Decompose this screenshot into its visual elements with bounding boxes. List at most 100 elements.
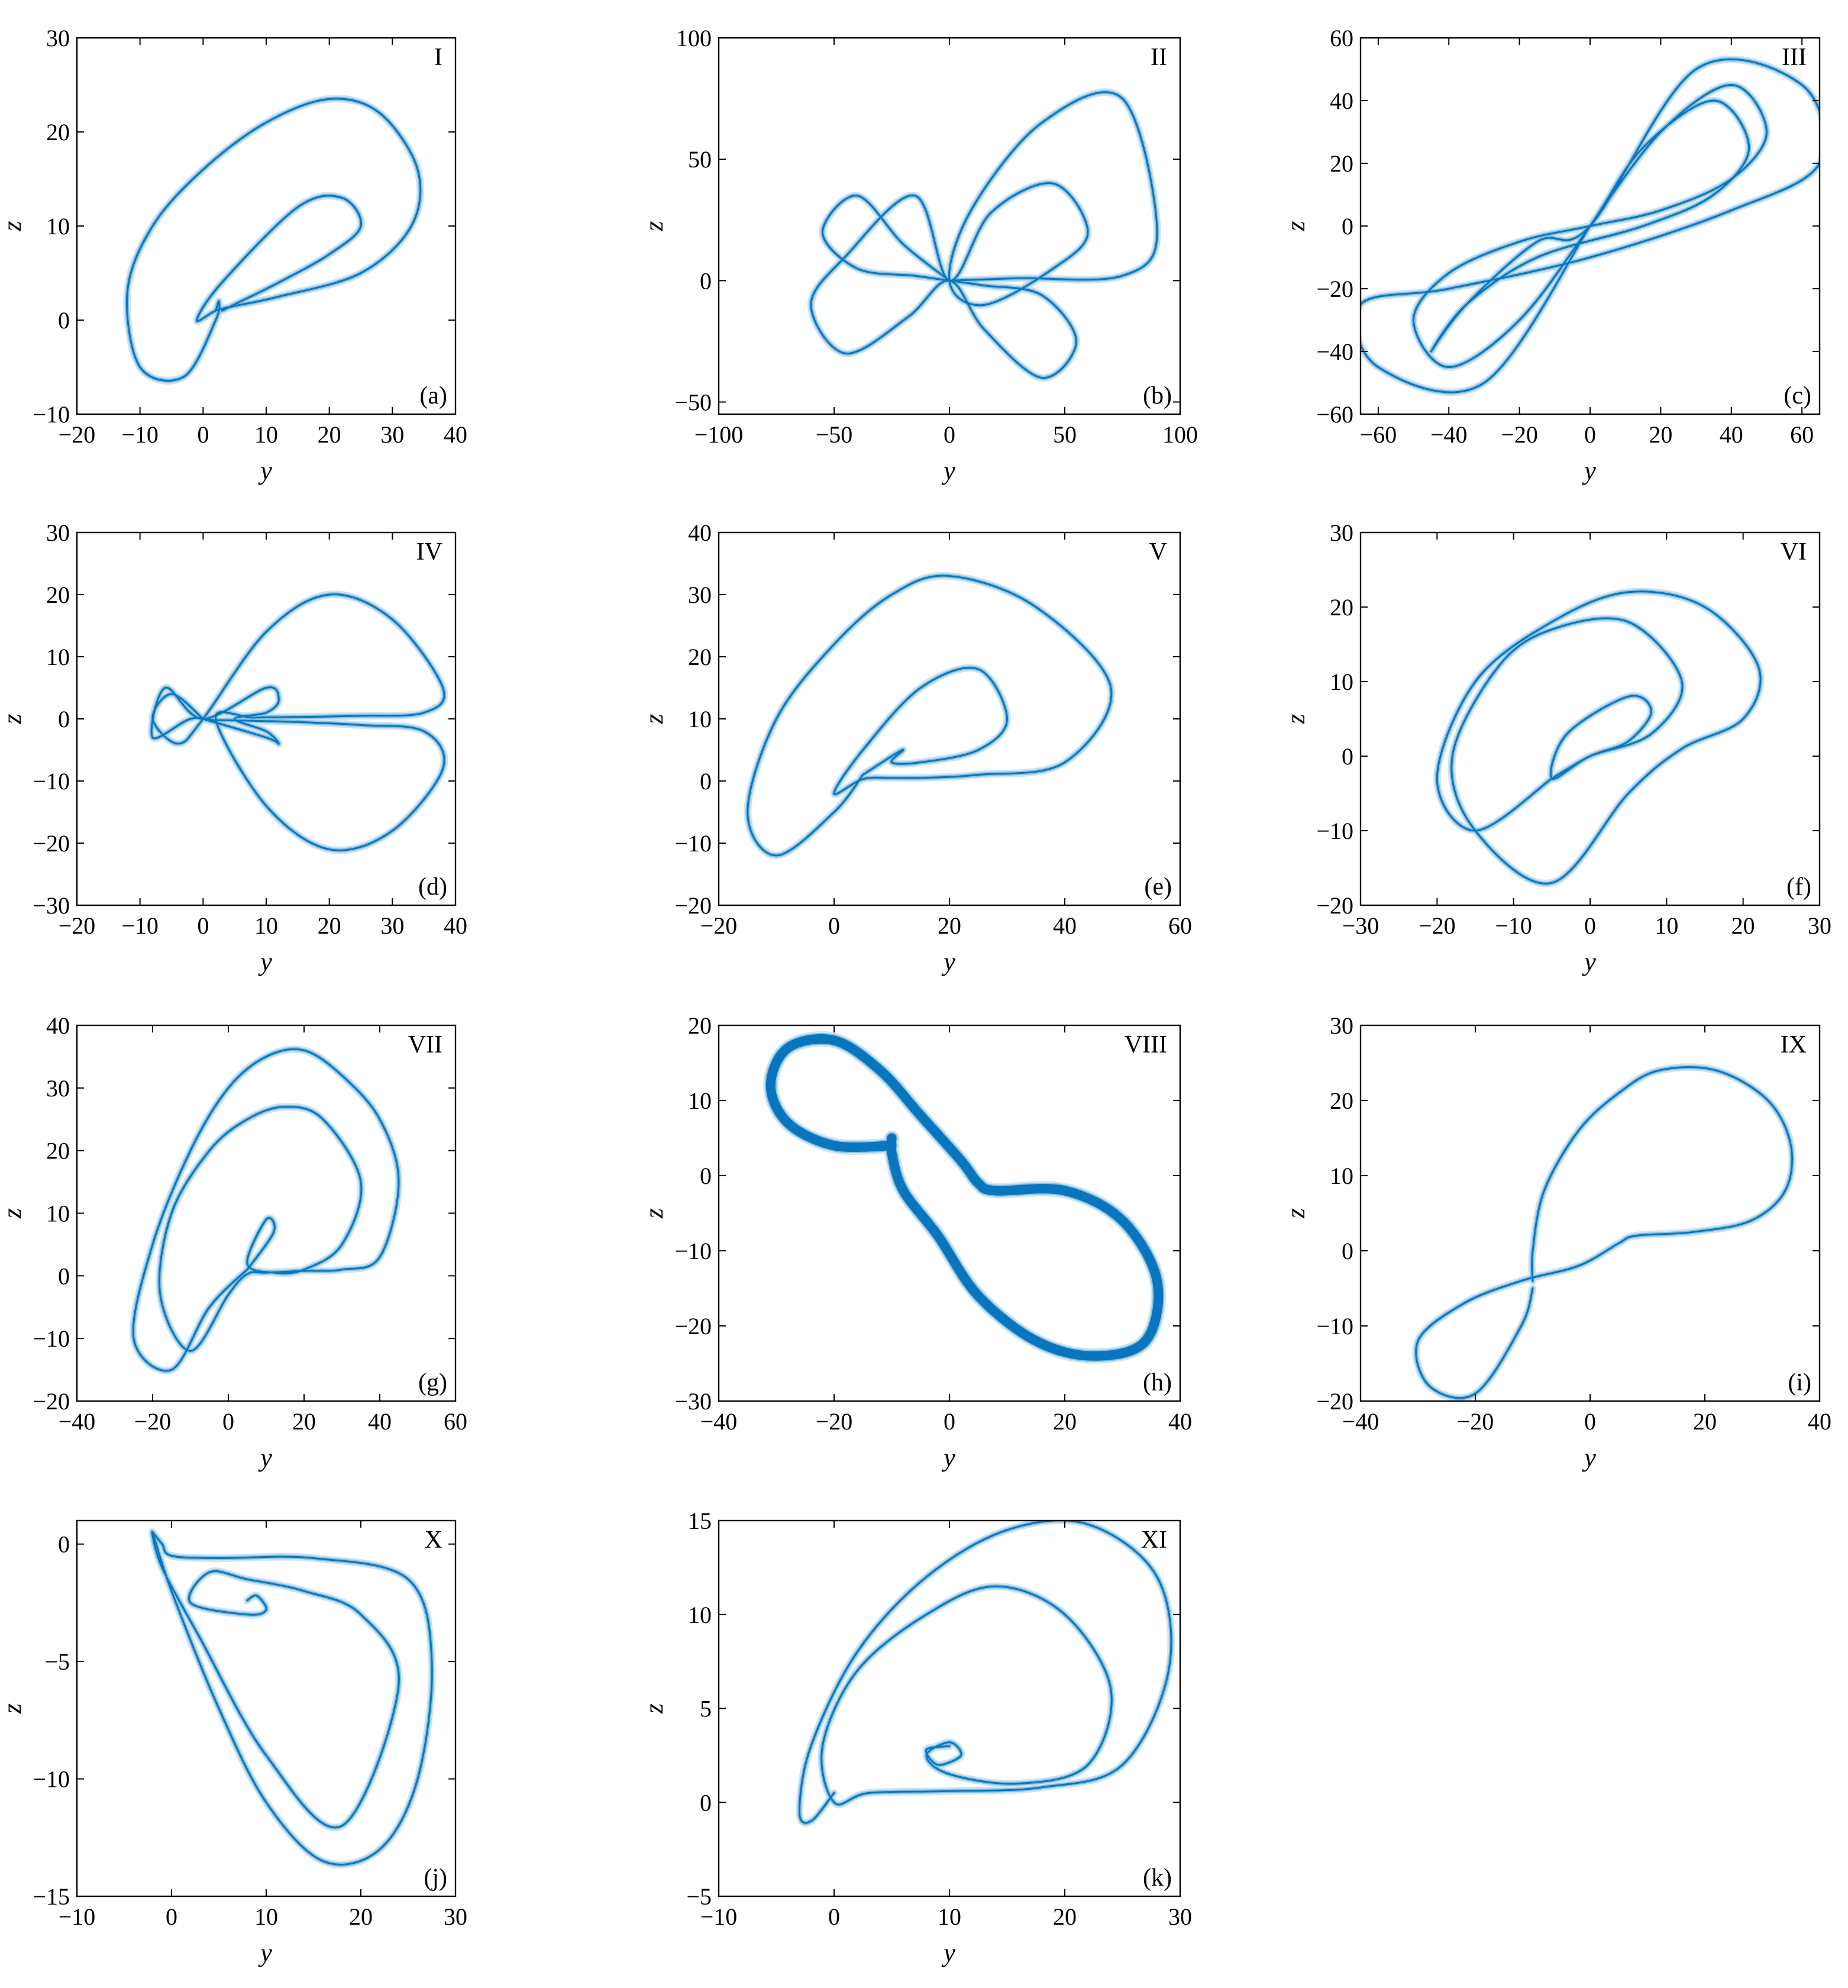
x-tick-label: 20 — [1731, 912, 1755, 939]
x-axis-label: y — [941, 456, 955, 485]
x-tick-label: 10 — [254, 1903, 278, 1930]
y-tick-label: −20 — [33, 1388, 70, 1415]
y-tick-label: −10 — [33, 768, 70, 795]
y-tick-label: 0 — [58, 1531, 70, 1558]
panel-roman-label: VI — [1781, 538, 1807, 566]
x-axis-label: y — [1582, 1443, 1596, 1472]
y-tick-label: 10 — [46, 1200, 70, 1227]
y-tick-label: 0 — [58, 1263, 70, 1289]
x-tick-label: 20 — [1053, 1408, 1077, 1435]
trajectory-line — [1433, 588, 1765, 888]
x-tick-label: 100 — [1162, 421, 1198, 448]
x-tick-label: 30 — [1808, 912, 1831, 939]
y-tick-label: 20 — [46, 119, 70, 146]
trajectory — [1433, 588, 1765, 888]
x-tick-label: 10 — [254, 421, 278, 448]
y-tick-label: 20 — [1330, 1087, 1353, 1114]
trajectory-line — [765, 1034, 1164, 1361]
trajectory-line — [799, 1521, 1172, 1824]
y-tick-label: 30 — [46, 25, 70, 51]
trajectory — [796, 1521, 1175, 1827]
y-tick-label: 10 — [688, 1602, 712, 1628]
trajectory — [763, 1031, 1167, 1364]
x-tick-label: 0 — [828, 912, 840, 939]
x-tick-label: 40 — [1720, 421, 1743, 448]
y-tick-label: −20 — [674, 892, 712, 919]
x-tick-label: 40 — [368, 1408, 392, 1435]
trajectory — [744, 572, 1116, 860]
y-tick-label: 20 — [688, 1012, 712, 1039]
x-tick-label: −10 — [700, 1903, 738, 1930]
y-tick-label: 10 — [1330, 669, 1353, 695]
y-tick-label: 15 — [688, 1508, 712, 1534]
trajectory-line — [764, 1032, 1165, 1362]
y-tick-label: 0 — [700, 1163, 712, 1189]
trajectory-line — [126, 98, 422, 382]
y-axis-label: z — [0, 714, 27, 724]
y-tick-label: −20 — [1316, 276, 1353, 302]
panel-e: −20 0 20 40 60 −20 −10 0 10 20 30 40 y z V (e) — [639, 519, 1192, 976]
y-tick-label: −10 — [1316, 1313, 1353, 1340]
trajectory-line — [1436, 590, 1762, 885]
x-tick-label: −20 — [59, 912, 96, 939]
trajectory-line — [1414, 1065, 1795, 1400]
y-tick-label: −50 — [674, 389, 712, 415]
x-tick-label: 10 — [938, 1903, 961, 1930]
x-tick-label: −10 — [1495, 912, 1532, 939]
y-tick-label: 30 — [1330, 1012, 1353, 1039]
x-tick-label: 50 — [1053, 421, 1077, 448]
trajectory-line — [123, 95, 425, 385]
y-tick-label: 20 — [46, 582, 70, 608]
x-tick-label: −10 — [121, 912, 159, 939]
x-tick-label: 60 — [1168, 912, 1192, 939]
trajectory-line — [744, 572, 1116, 860]
y-tick-label: 10 — [46, 644, 70, 670]
x-tick-label: 20 — [1053, 1903, 1077, 1930]
y-axis-label: z — [1281, 221, 1310, 231]
trajectory-line — [745, 573, 1114, 858]
panel-c: −60 −40 −20 0 20 40 60 −60 −40 −20 0 20 40 60 y z III (c) — [1281, 25, 1821, 485]
x-tick-label: 60 — [444, 1408, 467, 1435]
x-tick-label: 40 — [1808, 1408, 1831, 1435]
y-tick-label: −5 — [686, 1883, 712, 1910]
y-tick-label: 20 — [1330, 150, 1353, 177]
x-tick-label: −20 — [1501, 421, 1538, 448]
y-axis-label: z — [639, 1208, 668, 1219]
y-axis-label: z — [0, 1703, 27, 1714]
x-axis-label: y — [258, 947, 272, 976]
x-tick-label: 20 — [318, 912, 341, 939]
y-tick-label: 0 — [1342, 743, 1353, 770]
y-axis-label: z — [1281, 1208, 1310, 1219]
y-axis-label: z — [639, 221, 668, 231]
panel-letter-label: (j) — [424, 1864, 447, 1892]
x-tick-label: 20 — [292, 1408, 316, 1435]
x-axis-label: y — [941, 1443, 955, 1472]
panel-letter-label: (a) — [419, 382, 447, 409]
y-tick-label: −10 — [674, 1238, 712, 1264]
x-tick-label: 0 — [1584, 912, 1596, 939]
x-tick-label: −40 — [1430, 421, 1468, 448]
x-tick-label: 20 — [1649, 421, 1672, 448]
y-axis-label: z — [0, 1208, 27, 1219]
y-tick-label: 0 — [1342, 1238, 1353, 1264]
y-tick-label: −30 — [33, 892, 70, 919]
trajectory — [807, 88, 1161, 382]
y-tick-label: 10 — [688, 706, 712, 732]
y-tick-label: 0 — [58, 307, 70, 334]
trajectory — [129, 1045, 403, 1375]
y-tick-label: 30 — [1330, 519, 1353, 546]
y-tick-label: −60 — [1316, 401, 1353, 428]
x-tick-label: 20 — [318, 421, 341, 448]
x-tick-label: 10 — [1655, 912, 1678, 939]
panel-roman-label: VIII — [1125, 1031, 1167, 1058]
y-tick-label: −30 — [674, 1388, 712, 1415]
trajectory-line — [747, 575, 1113, 857]
y-tick-label: 60 — [1330, 25, 1353, 51]
panel-letter-label: (k) — [1143, 1864, 1172, 1892]
y-tick-label: 0 — [700, 768, 712, 795]
x-tick-label: 30 — [444, 1903, 467, 1930]
